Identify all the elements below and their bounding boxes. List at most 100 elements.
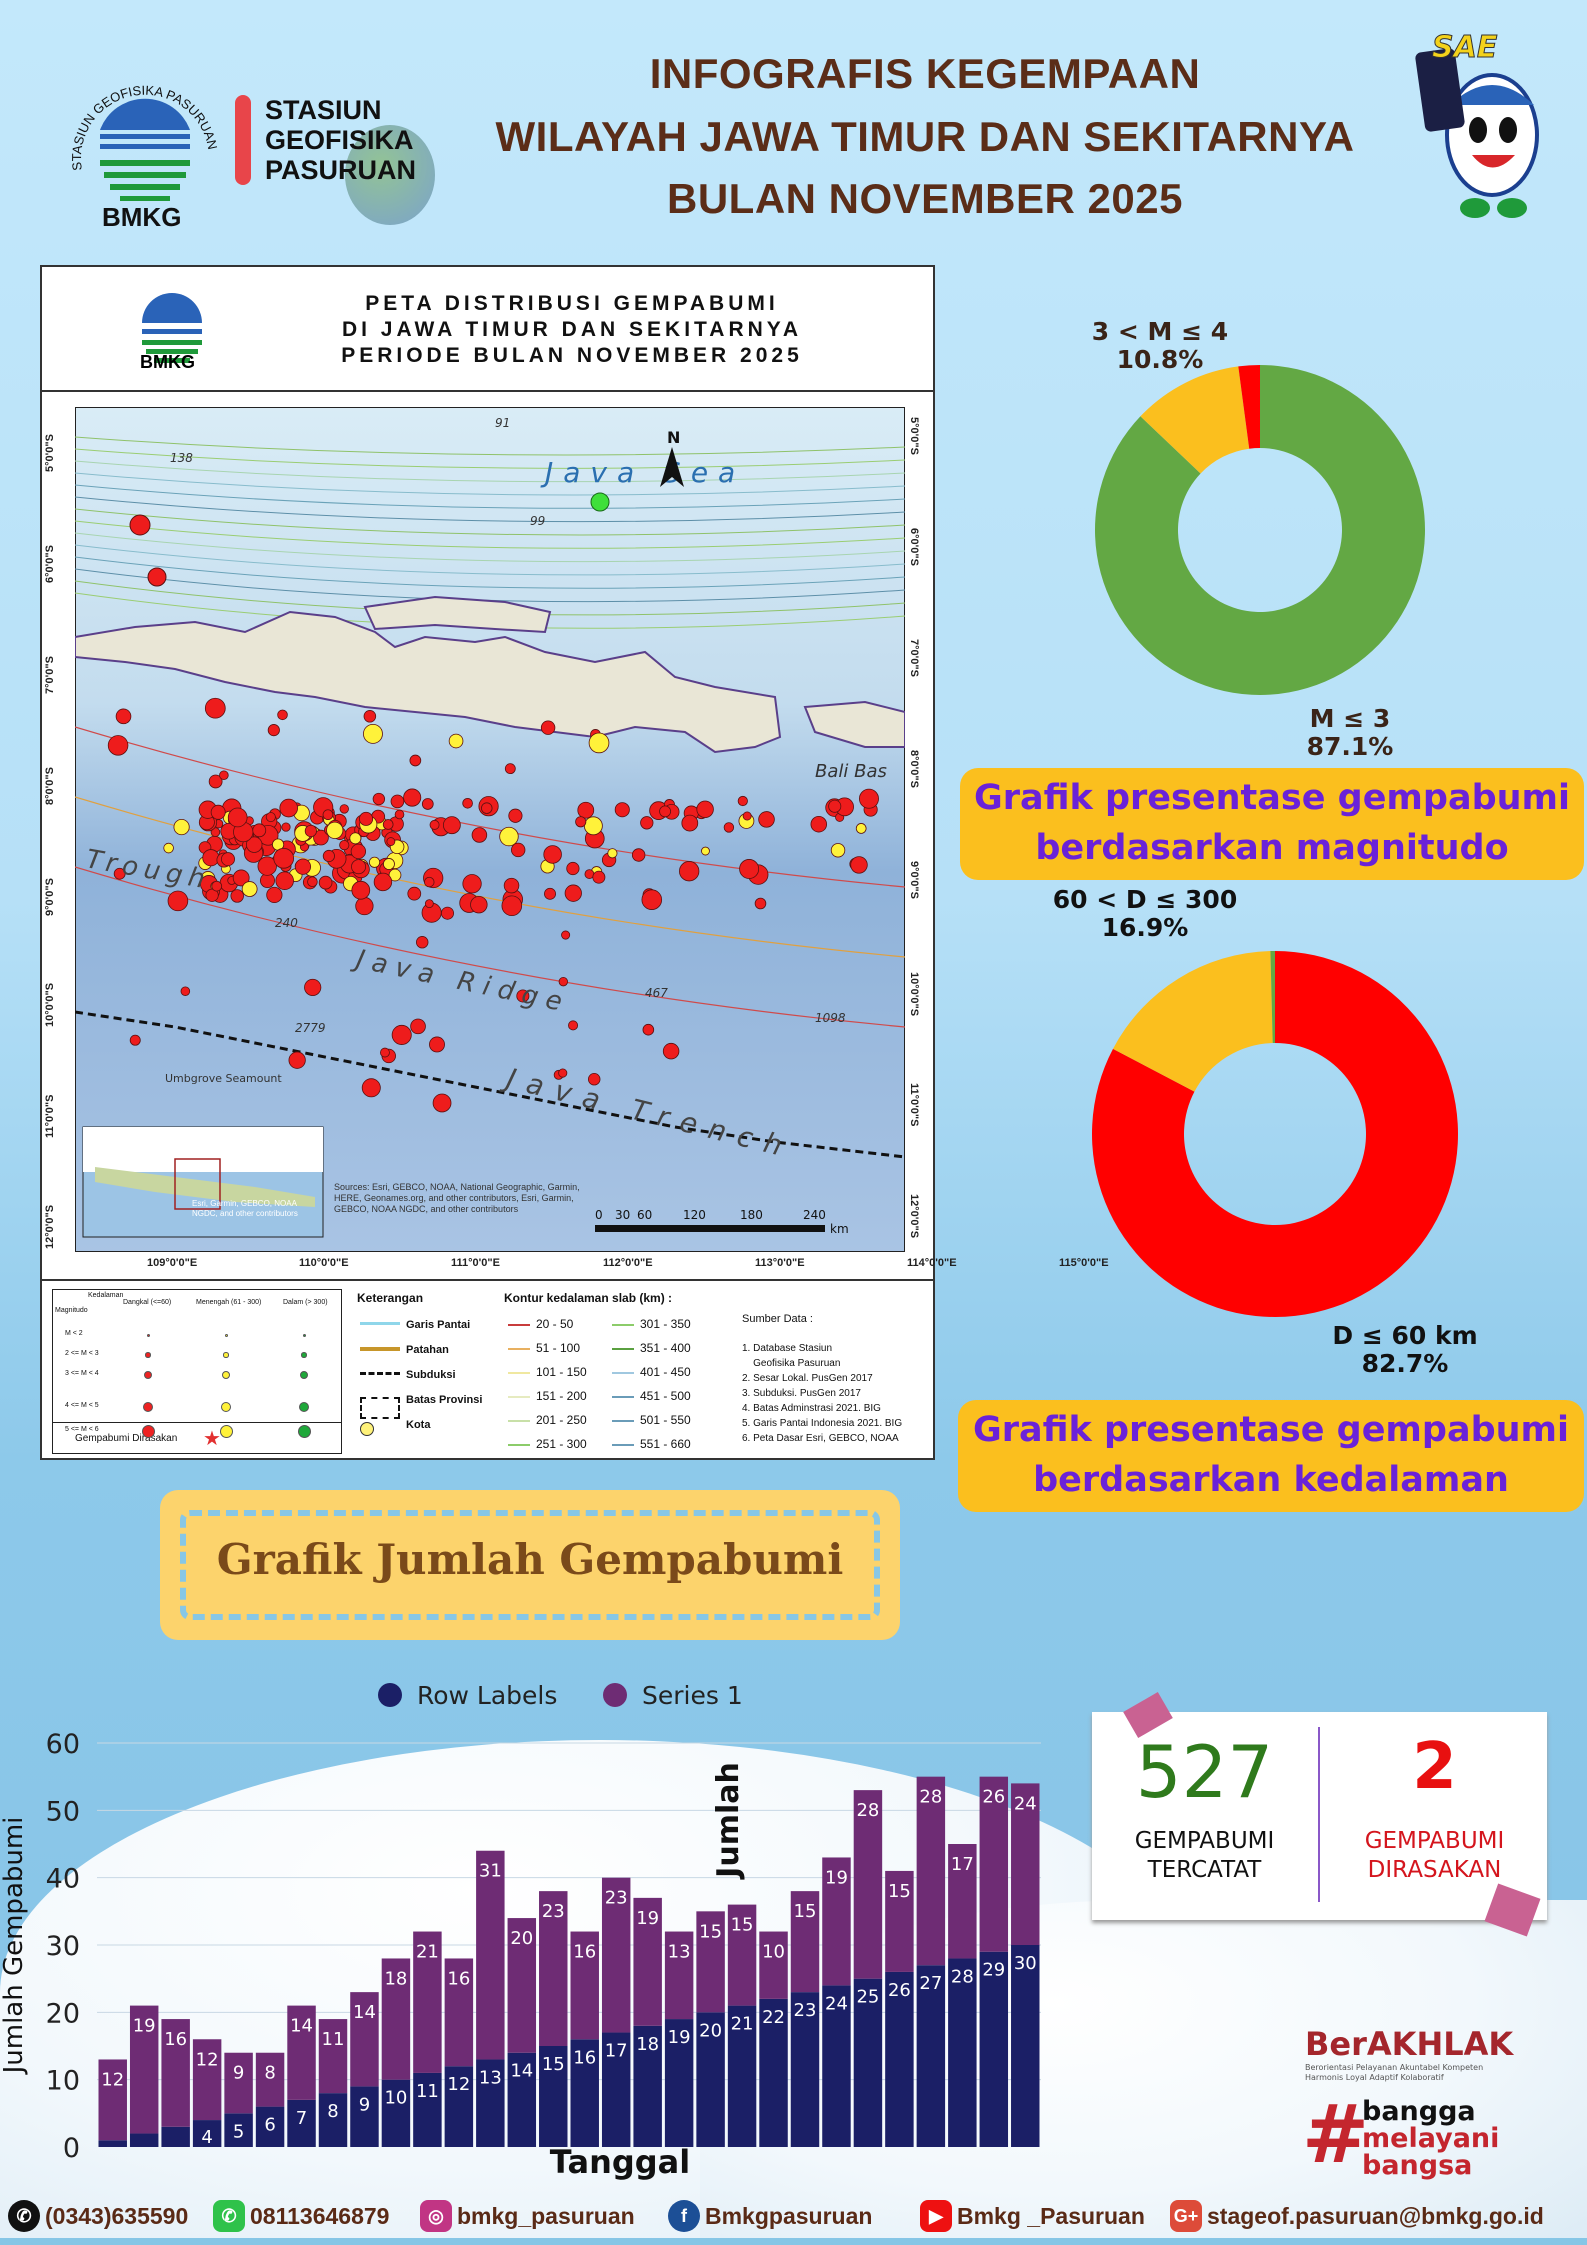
footer-bar <box>0 2238 1587 2245</box>
latitude-label: 5°0'0"S <box>908 417 920 455</box>
bar-segment-series-1 <box>979 1776 1009 1952</box>
bar-segment-row-labels <box>822 1985 851 2147</box>
earthquake-marker <box>739 859 760 879</box>
earthquake-marker <box>210 804 226 820</box>
footer-contact-item[interactable]: ✆ 08113646879 <box>213 2198 389 2234</box>
earthquake-marker <box>313 829 329 846</box>
bar-data-label: 26 <box>888 1980 911 2001</box>
depth-donut-chart <box>1092 951 1458 1317</box>
earthquake-marker <box>322 849 335 863</box>
bar-segment-row-labels <box>916 1965 946 2147</box>
bar-segment-series-1 <box>381 1958 411 2080</box>
earthquake-marker <box>221 852 235 867</box>
bar-data-label: 19 <box>133 2016 156 2037</box>
depth-marker-icon <box>301 1352 307 1358</box>
earthquake-marker <box>163 842 174 854</box>
earthquake-marker <box>382 858 395 870</box>
footer-contact-item[interactable]: f Bmkgpasuruan <box>668 2198 872 2234</box>
scale-label: 30 <box>615 1208 630 1222</box>
depth-marker-icon <box>145 1352 151 1358</box>
contour-label: 91 <box>495 416 510 430</box>
inset-extent-box <box>174 1158 221 1210</box>
earthquake-marker <box>394 809 405 820</box>
map-frame[interactable]: Java Sea Bali Bas Trough Java Ridge Java… <box>75 407 905 1252</box>
bar-segment-row-labels <box>444 2066 474 2147</box>
bmkg-label: BMKG <box>102 202 182 232</box>
inset-credit: Esri, Garmin, GEBCO, NOAA NGDC, and othe… <box>192 1199 298 1218</box>
scale-label: 120 <box>683 1208 706 1222</box>
contour-line <box>75 508 905 536</box>
longitude-label: 110°0'0"E <box>299 1257 349 1269</box>
latitude-label: 10°0'0"S <box>44 982 56 1027</box>
donut-slice <box>1092 951 1458 1317</box>
bar-segment-row-labels <box>350 2086 379 2147</box>
footer-contact-text: Bmkgpasuruan <box>705 2202 873 2229</box>
y-tick-label: 50 <box>46 1796 80 1827</box>
contour-range-label: 451 - 500 <box>640 1389 691 1403</box>
bar-data-label: 20 <box>699 2020 722 2041</box>
bar-segment-row-labels <box>570 2039 599 2147</box>
bar-segment-row-labels <box>224 2113 253 2147</box>
table-corner-label: Kedalaman <box>88 1292 124 1299</box>
scale-label: 0 <box>595 1208 603 1222</box>
bar-segment-series-1 <box>129 2005 159 2134</box>
earthquake-marker <box>211 880 223 892</box>
footer-contact-item[interactable]: G+ stageof.pasuruan@bmkg.go.id <box>1170 2198 1544 2234</box>
earthquake-marker <box>210 827 221 837</box>
bar-data-label: 15 <box>888 1881 911 1902</box>
earthquake-marker <box>351 859 367 875</box>
earthquake-marker <box>281 822 291 832</box>
map-header: BMKG PETA DISTRIBUSI GEMPABUMI DI JAWA T… <box>42 267 933 392</box>
longitude-label: 115°0'0"E <box>1059 1257 1109 1269</box>
earthquake-marker <box>568 1020 579 1031</box>
earthquake-marker <box>481 802 493 814</box>
magnitude-row-label: 5 <= M < 6 <box>65 1426 99 1433</box>
contour-range-label: 251 - 300 <box>536 1437 587 1451</box>
footer-contact-text: stageof.pasuruan@bmkg.go.id <box>1207 2202 1544 2229</box>
bar-segment-series-1 <box>916 1776 946 1966</box>
bar-data-label: 17 <box>605 2041 628 2062</box>
bar-data-label: 21 <box>416 1942 439 1963</box>
footer-contact-item[interactable]: ▶ Bmkg _Pasuruan <box>920 2198 1145 2234</box>
footer-contact-item[interactable]: ✆ (0343)635590 <box>8 2198 188 2234</box>
stats-card: 527 GEMPABUMI TERCATAT 2 GEMPABUMI DIRASAK… <box>1092 1712 1547 1920</box>
latitude-label: 8°0'0"S <box>908 750 920 788</box>
bar-data-label: 19 <box>668 2027 691 2048</box>
bar-segment-series-1 <box>885 1870 914 1972</box>
bar-segment-series-1 <box>255 2052 285 2107</box>
earthquake-marker <box>107 735 129 756</box>
mascot: SAE <box>1400 30 1560 220</box>
contour-swatch-icon <box>612 1324 634 1326</box>
bar-data-label: 9 <box>359 2094 370 2115</box>
footer-contact-item[interactable]: ◎ bmkg_pasuruan <box>420 2198 635 2234</box>
earthquake-marker <box>416 936 429 949</box>
bar-segment-series-1 <box>601 1877 631 2033</box>
contour-range-label: 201 - 250 <box>536 1413 587 1427</box>
north-arrow-icon: N <box>667 428 680 447</box>
depth-marker-icon <box>220 1401 232 1413</box>
latitude-label: 6°0'0"S <box>908 528 920 566</box>
contour-label: 99 <box>530 514 545 528</box>
madura-island <box>363 595 552 634</box>
subduction-icon <box>360 1372 400 1375</box>
latitude-label: 6°0'0"S <box>44 545 56 583</box>
earthquake-marker <box>129 1034 141 1046</box>
bar-segment-series-1 <box>161 2019 190 2127</box>
contour-swatch-icon <box>612 1444 634 1446</box>
felt-label: Gempabumi Dirasakan <box>75 1433 178 1444</box>
earthquake-marker <box>558 976 568 987</box>
berakhlak-logo: BerAKHLAK <box>1305 2025 1514 2063</box>
earthquake-marker <box>681 814 699 832</box>
bar-segment-row-labels <box>853 1978 883 2147</box>
bar-data-label: 14 <box>510 2061 533 2082</box>
contour-line <box>75 436 905 456</box>
earthquake-marker <box>208 774 223 789</box>
earthquake-marker <box>173 819 190 836</box>
earthquake-marker <box>257 856 277 876</box>
bmkg-emblem-icon <box>142 293 202 363</box>
inset-map <box>82 1126 324 1238</box>
contour-line <box>75 866 905 1028</box>
longitude-label: 113°0'0"E <box>755 1257 805 1269</box>
earthquake-marker <box>424 876 435 888</box>
bar-data-label: 11 <box>416 2081 439 2102</box>
